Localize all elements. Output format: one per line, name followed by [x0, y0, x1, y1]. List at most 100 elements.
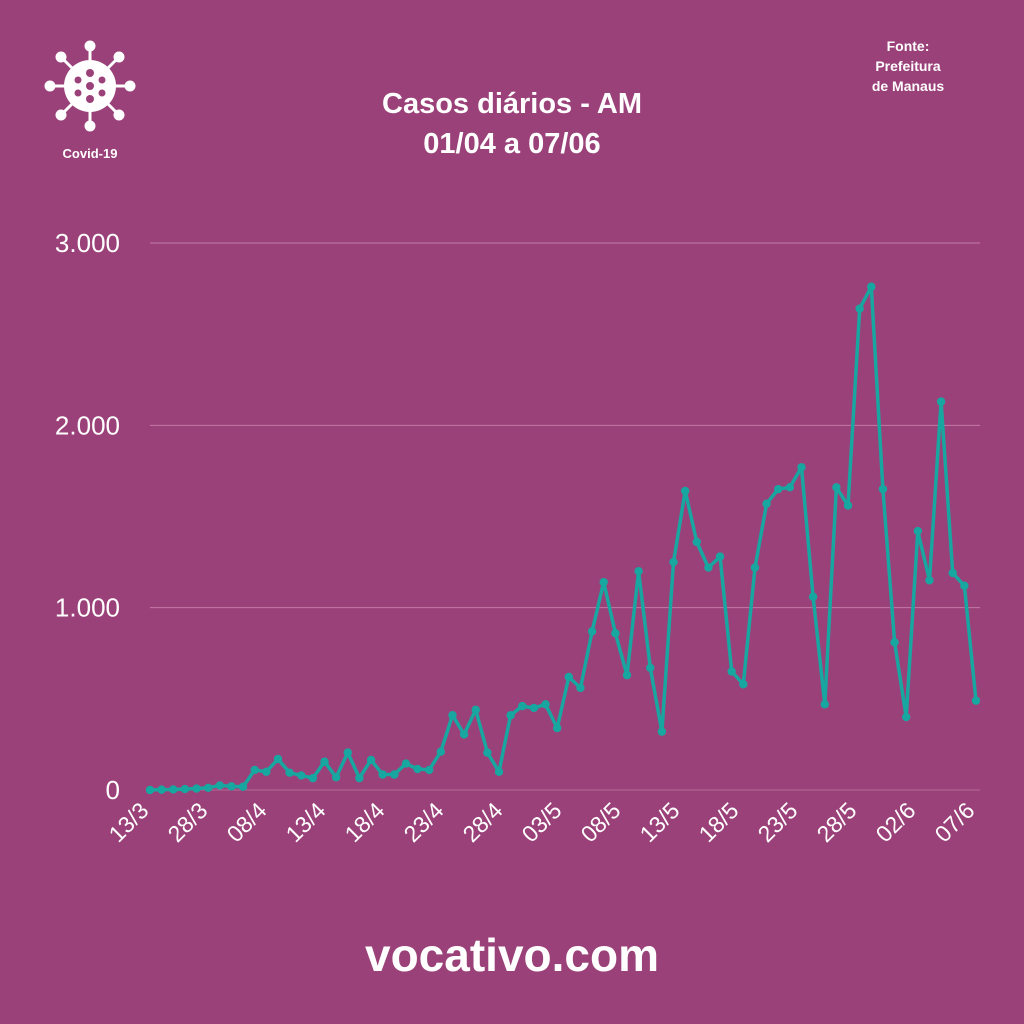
x-tick-label: 02/6 — [870, 797, 920, 847]
data-point — [518, 701, 527, 711]
data-point — [308, 773, 318, 783]
data-point — [180, 784, 190, 794]
y-axis: 0 1.000 2.000 3.000 — [55, 228, 120, 805]
data-point — [494, 767, 504, 776]
virus-icon — [44, 40, 136, 132]
series-line — [149, 285, 978, 792]
data-point — [622, 670, 632, 680]
data-point — [157, 785, 166, 794]
data-point — [820, 700, 829, 709]
series — [145, 282, 981, 795]
logo-label: Covid-19 — [62, 146, 118, 161]
data-point — [203, 783, 213, 793]
grid-lines — [150, 242, 980, 791]
data-point — [587, 627, 597, 636]
data-point — [843, 501, 853, 510]
data-point — [715, 552, 725, 561]
x-tick-label: 23/5 — [752, 797, 802, 847]
source-line: de Manaus — [871, 78, 945, 94]
line-chart: 0 1.000 2.000 3.000 13/3 28/3 08/4 13/4 18/4 23/… — [55, 228, 981, 847]
chart-title-line: Casos diários - AM — [382, 88, 642, 120]
source-line: Prefeitura — [875, 58, 941, 74]
y-tick-label: 3.000 — [55, 228, 120, 258]
x-tick-label: 08/4 — [221, 797, 271, 847]
x-tick-label: 18/4 — [339, 797, 389, 847]
data-point — [262, 767, 271, 776]
data-point — [913, 526, 923, 536]
data-point — [808, 592, 818, 601]
data-point — [646, 663, 655, 673]
data-point — [297, 771, 306, 780]
source-note: Fonte: Prefeitura de Manaus — [848, 36, 968, 96]
y-tick-label: 1.000 — [55, 593, 120, 623]
data-point — [901, 712, 911, 722]
data-point — [552, 723, 562, 733]
data-point — [215, 781, 225, 790]
data-point — [564, 672, 574, 682]
data-point — [390, 770, 399, 779]
x-tick-label: 07/6 — [929, 797, 979, 847]
data-point — [611, 628, 620, 638]
data-point — [192, 784, 201, 793]
data-point — [448, 711, 457, 720]
x-tick-label: 23/4 — [398, 797, 448, 847]
data-point — [936, 397, 946, 406]
source-line: Fonte: — [886, 38, 930, 54]
data-point — [227, 782, 236, 791]
data-point — [343, 748, 352, 757]
data-point — [878, 484, 888, 494]
data-point — [459, 730, 469, 739]
x-tick-label: 13/4 — [280, 797, 330, 847]
data-point — [366, 755, 376, 765]
x-tick-label: 28/5 — [811, 797, 861, 847]
data-point — [145, 785, 155, 795]
chart-subtitle-line: 01/04 a 07/06 — [423, 128, 601, 160]
data-point — [797, 463, 806, 472]
data-point — [401, 759, 411, 768]
data-point — [355, 773, 364, 783]
data-point — [704, 563, 713, 572]
data-point — [727, 667, 736, 676]
data-point — [960, 581, 969, 590]
data-point — [867, 282, 876, 291]
y-tick-label: 0 — [106, 775, 120, 805]
data-point — [785, 483, 795, 492]
y-tick-label: 2.000 — [55, 410, 120, 440]
data-point — [948, 568, 957, 578]
data-point — [925, 576, 934, 585]
data-point — [483, 748, 492, 757]
x-tick-label: 08/5 — [575, 797, 625, 847]
covid-logo: Covid-19 — [40, 40, 140, 161]
data-point — [331, 773, 341, 782]
data-point — [855, 304, 864, 313]
data-point — [890, 638, 899, 647]
x-tick-label: 18/5 — [693, 797, 743, 847]
data-point — [413, 764, 422, 774]
data-point — [739, 680, 748, 689]
data-point — [971, 696, 981, 705]
data-point — [169, 785, 178, 794]
data-point — [680, 486, 690, 496]
data-point — [576, 683, 585, 693]
data-point — [657, 727, 667, 736]
x-tick-label: 13/5 — [634, 797, 684, 847]
data-point — [692, 537, 701, 547]
data-point — [378, 770, 387, 779]
x-tick-label: 28/3 — [162, 797, 212, 847]
data-point — [273, 754, 283, 764]
data-point — [285, 768, 294, 777]
data-point — [238, 782, 248, 791]
x-axis: 13/3 28/3 08/4 13/4 18/4 23/4 28/4 03/5 08/5 13/5… — [103, 797, 979, 847]
chart-title: Casos diários - AM 01/04 a 07/06 — [300, 84, 724, 164]
data-point — [529, 703, 539, 713]
data-point — [599, 577, 608, 587]
data-point — [471, 705, 480, 714]
data-point — [774, 484, 783, 494]
data-point — [832, 483, 841, 492]
data-point — [425, 765, 434, 775]
data-point — [320, 757, 329, 766]
x-tick-label: 28/4 — [457, 797, 507, 847]
data-point — [634, 567, 643, 576]
data-point — [541, 700, 550, 709]
data-point — [250, 765, 259, 775]
